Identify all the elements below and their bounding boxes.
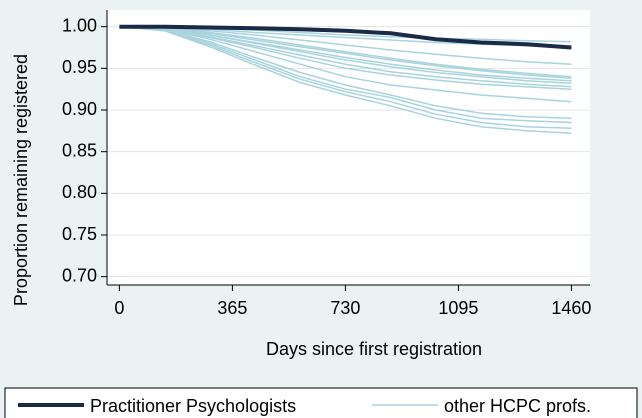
y-tick-label: 0.75 — [62, 224, 97, 244]
legend-label: other HCPC profs. — [444, 396, 591, 416]
series-line — [119, 25, 572, 135]
legend-box — [4, 387, 638, 418]
series-line — [119, 25, 572, 85]
y-tick-label: 0.90 — [62, 99, 97, 119]
y-tick-label: 0.85 — [62, 140, 97, 160]
plot-area — [107, 10, 590, 285]
x-tick-label: 730 — [330, 298, 360, 318]
series-line — [119, 24, 572, 50]
x-tick-label: 0 — [114, 298, 124, 318]
x-axis-title: Days since first registration — [266, 339, 482, 359]
series-line — [119, 25, 572, 124]
y-tick-label: 0.70 — [62, 265, 97, 285]
x-tick-label: 1095 — [438, 298, 478, 318]
y-tick-label: 1.00 — [62, 15, 97, 35]
series-line — [119, 25, 572, 103]
series-line — [119, 25, 572, 65]
series-line — [119, 25, 572, 130]
x-tick-label: 1460 — [551, 298, 591, 318]
series-line — [119, 25, 572, 80]
series-line — [119, 25, 572, 120]
series-line — [119, 25, 572, 78]
y-tick-label: 0.95 — [62, 57, 97, 77]
series-line — [119, 25, 572, 90]
legend-label: Practitioner Psychologists — [90, 396, 296, 416]
y-tick-label: 0.80 — [62, 182, 97, 202]
y-axis-title: Proportion remaining registered — [11, 54, 31, 306]
x-tick-label: 365 — [217, 298, 247, 318]
